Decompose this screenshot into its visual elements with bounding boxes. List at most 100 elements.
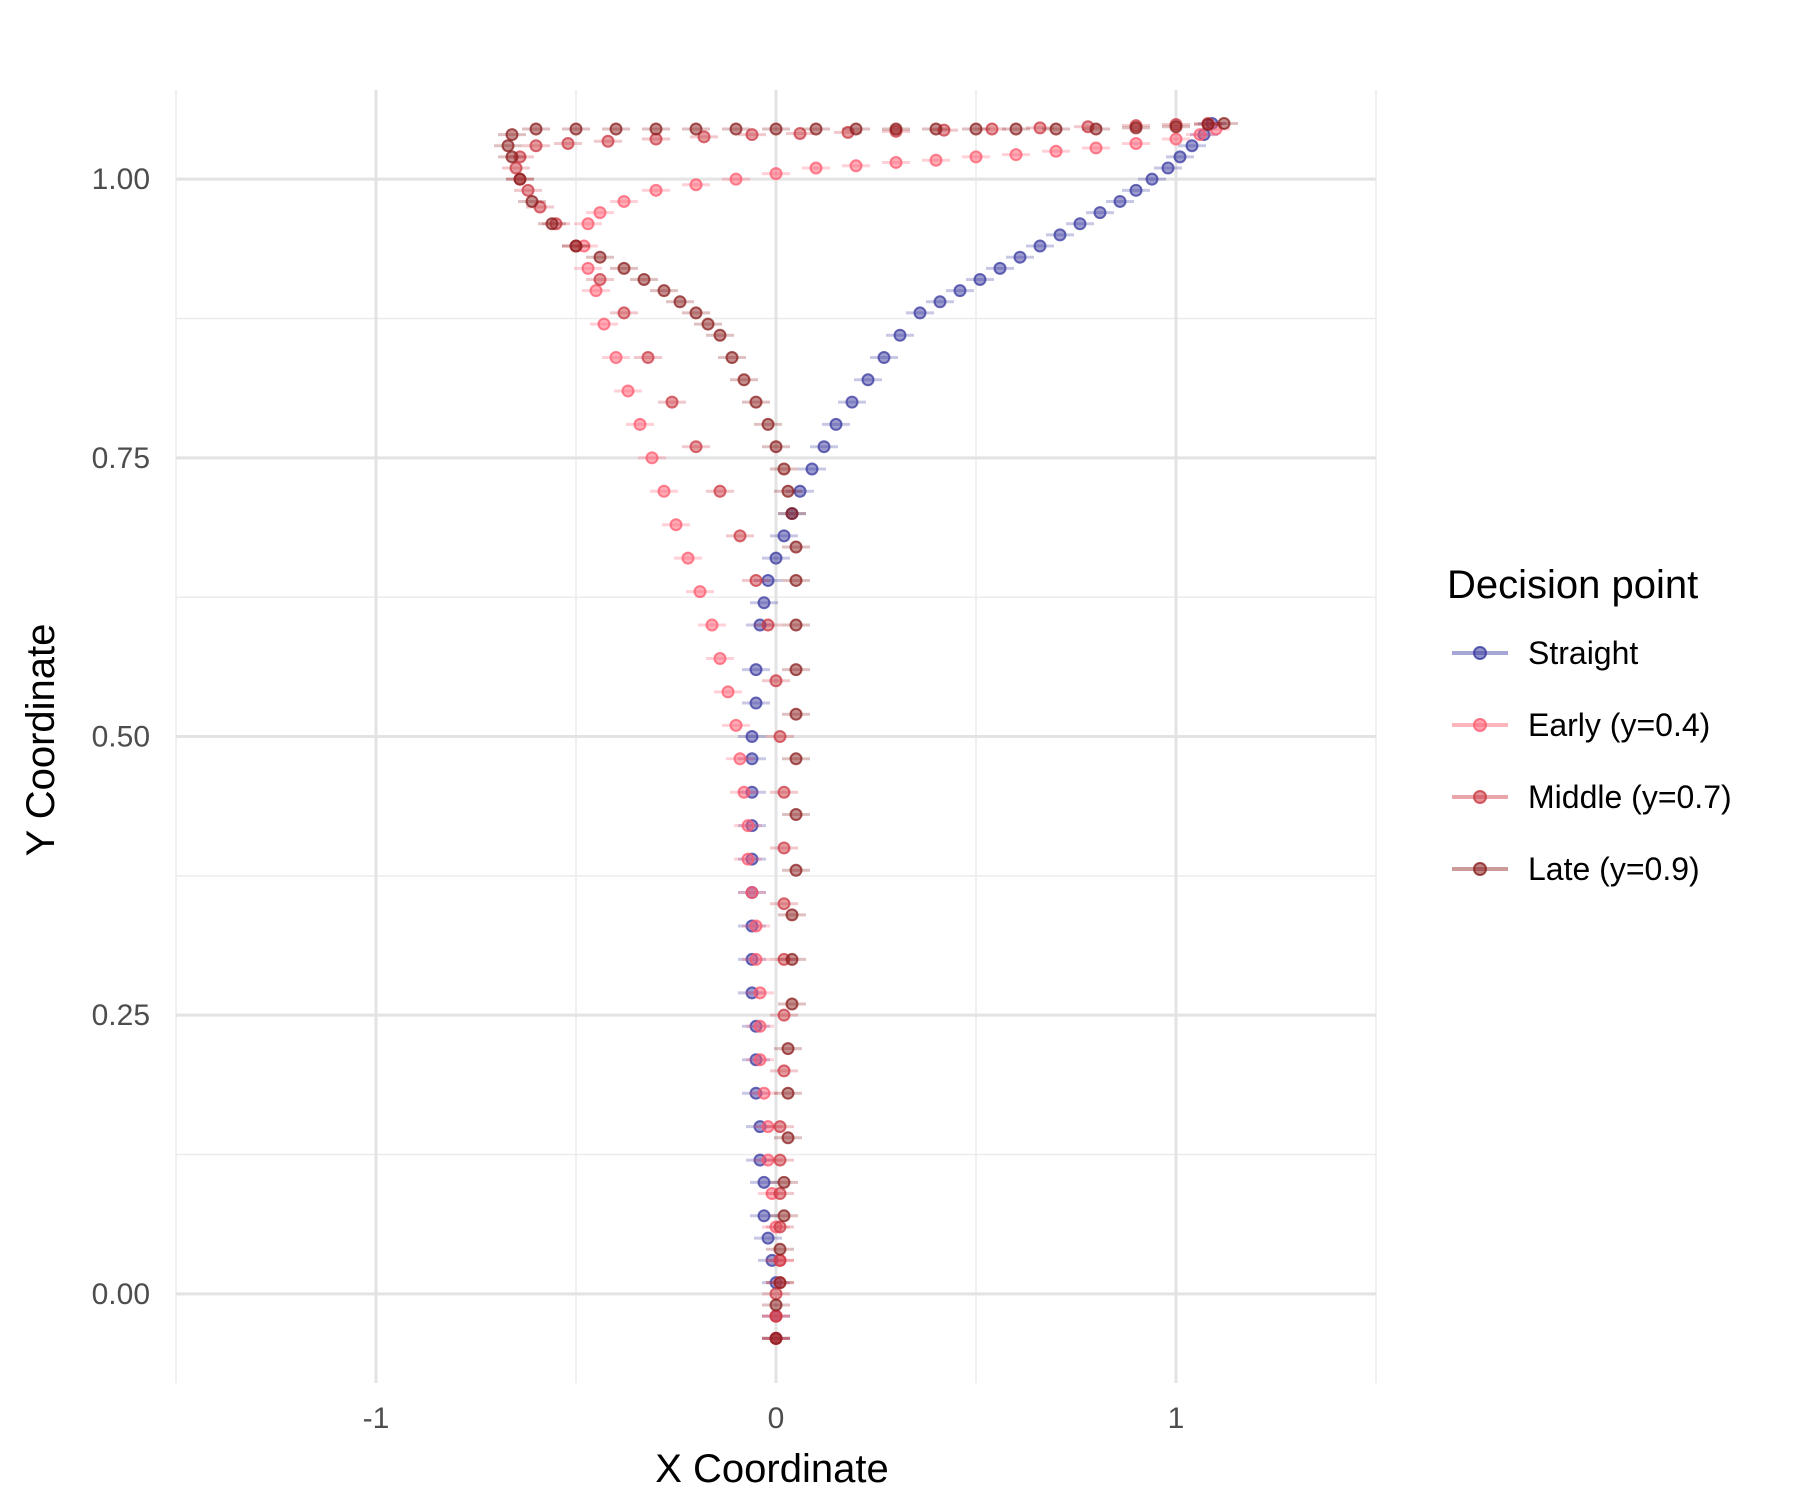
data-point bbox=[773, 1220, 787, 1234]
data-point bbox=[649, 183, 663, 197]
x-tick-labels: -1 0 1 bbox=[363, 1402, 1185, 1435]
data-point bbox=[849, 122, 863, 136]
data-point bbox=[789, 752, 803, 766]
data-point bbox=[861, 373, 875, 387]
data-point bbox=[597, 317, 611, 331]
data-point bbox=[781, 484, 795, 498]
legend-key-point bbox=[1473, 718, 1487, 732]
data-point bbox=[737, 785, 751, 799]
legend-label: Straight bbox=[1528, 635, 1638, 671]
data-point bbox=[777, 785, 791, 799]
data-point bbox=[589, 284, 603, 298]
legend-items: Straight Early (y=0.4) Middle (y=0.7) Late … bbox=[1452, 635, 1732, 887]
series-1 bbox=[570, 122, 1230, 1345]
data-point bbox=[785, 908, 799, 922]
y-tick-labels: 0.00 0.25 0.50 0.75 1.00 bbox=[92, 163, 150, 1311]
legend-item: Late (y=0.9) bbox=[1452, 851, 1700, 887]
data-point bbox=[769, 167, 783, 181]
data-point bbox=[777, 1008, 791, 1022]
data-point bbox=[849, 159, 863, 173]
data-point bbox=[761, 1231, 775, 1245]
data-point bbox=[749, 952, 763, 966]
data-point bbox=[929, 122, 943, 136]
data-point bbox=[521, 183, 535, 197]
data-point bbox=[789, 863, 803, 877]
data-point bbox=[929, 153, 943, 167]
data-point bbox=[1173, 150, 1187, 164]
data-point bbox=[1193, 128, 1207, 142]
data-point bbox=[769, 122, 783, 136]
data-point bbox=[569, 122, 583, 136]
data-point bbox=[1049, 122, 1063, 136]
y-tick-label: 0.75 bbox=[92, 442, 150, 475]
data-point bbox=[753, 1053, 767, 1067]
data-point bbox=[777, 462, 791, 476]
data-point bbox=[749, 573, 763, 587]
data-point bbox=[593, 250, 607, 264]
data-point bbox=[777, 1064, 791, 1078]
data-point bbox=[785, 952, 799, 966]
data-point bbox=[749, 663, 763, 677]
data-point bbox=[1145, 172, 1159, 186]
data-point bbox=[649, 122, 663, 136]
data-point bbox=[637, 272, 651, 286]
y-tick-label: 0.50 bbox=[92, 721, 150, 754]
data-point bbox=[725, 351, 739, 365]
legend: Decision point Straight Early (y=0.4) Midd… bbox=[1447, 563, 1732, 887]
data-point bbox=[729, 172, 743, 186]
data-point bbox=[721, 685, 735, 699]
data-point bbox=[745, 730, 759, 743]
data-point bbox=[617, 261, 631, 275]
data-point bbox=[593, 272, 607, 286]
data-point bbox=[741, 852, 755, 866]
data-point bbox=[569, 239, 583, 253]
data-point bbox=[953, 284, 967, 298]
data-point bbox=[1009, 148, 1023, 162]
legend-label: Middle (y=0.7) bbox=[1528, 779, 1732, 815]
data-point bbox=[1093, 206, 1107, 220]
data-point bbox=[581, 261, 595, 275]
data-point bbox=[773, 1120, 787, 1134]
data-marks bbox=[494, 116, 1238, 1345]
data-point bbox=[673, 295, 687, 309]
data-point bbox=[993, 261, 1007, 275]
data-point bbox=[893, 328, 907, 342]
data-point bbox=[777, 1175, 791, 1189]
data-point bbox=[729, 718, 743, 732]
data-point bbox=[545, 217, 559, 231]
data-point bbox=[1033, 121, 1047, 135]
data-point bbox=[713, 484, 727, 498]
data-point bbox=[749, 395, 763, 409]
data-point bbox=[561, 137, 575, 151]
data-point bbox=[753, 1019, 767, 1033]
data-point bbox=[593, 206, 607, 220]
data-point bbox=[985, 122, 999, 136]
data-point bbox=[757, 596, 771, 610]
x-axis-title: X Coordinate bbox=[655, 1447, 888, 1491]
data-point bbox=[621, 384, 635, 398]
data-point bbox=[789, 540, 803, 554]
data-point bbox=[697, 130, 711, 144]
data-point bbox=[1049, 144, 1063, 158]
data-point bbox=[789, 618, 803, 632]
data-point bbox=[757, 1209, 771, 1223]
data-point bbox=[1089, 122, 1103, 136]
data-point bbox=[617, 306, 631, 320]
data-point bbox=[809, 122, 823, 136]
data-point bbox=[973, 272, 987, 286]
data-point bbox=[741, 819, 755, 833]
data-point bbox=[509, 161, 523, 175]
data-point bbox=[769, 1287, 783, 1301]
data-point bbox=[1009, 122, 1023, 136]
data-point bbox=[689, 306, 703, 320]
data-point bbox=[781, 1042, 795, 1056]
data-point bbox=[505, 128, 519, 142]
data-point bbox=[689, 178, 703, 192]
data-point bbox=[1073, 217, 1087, 231]
data-point bbox=[1129, 137, 1143, 151]
data-point bbox=[817, 440, 831, 454]
data-point bbox=[969, 150, 983, 164]
data-point bbox=[757, 1086, 771, 1100]
data-point bbox=[773, 1253, 787, 1267]
